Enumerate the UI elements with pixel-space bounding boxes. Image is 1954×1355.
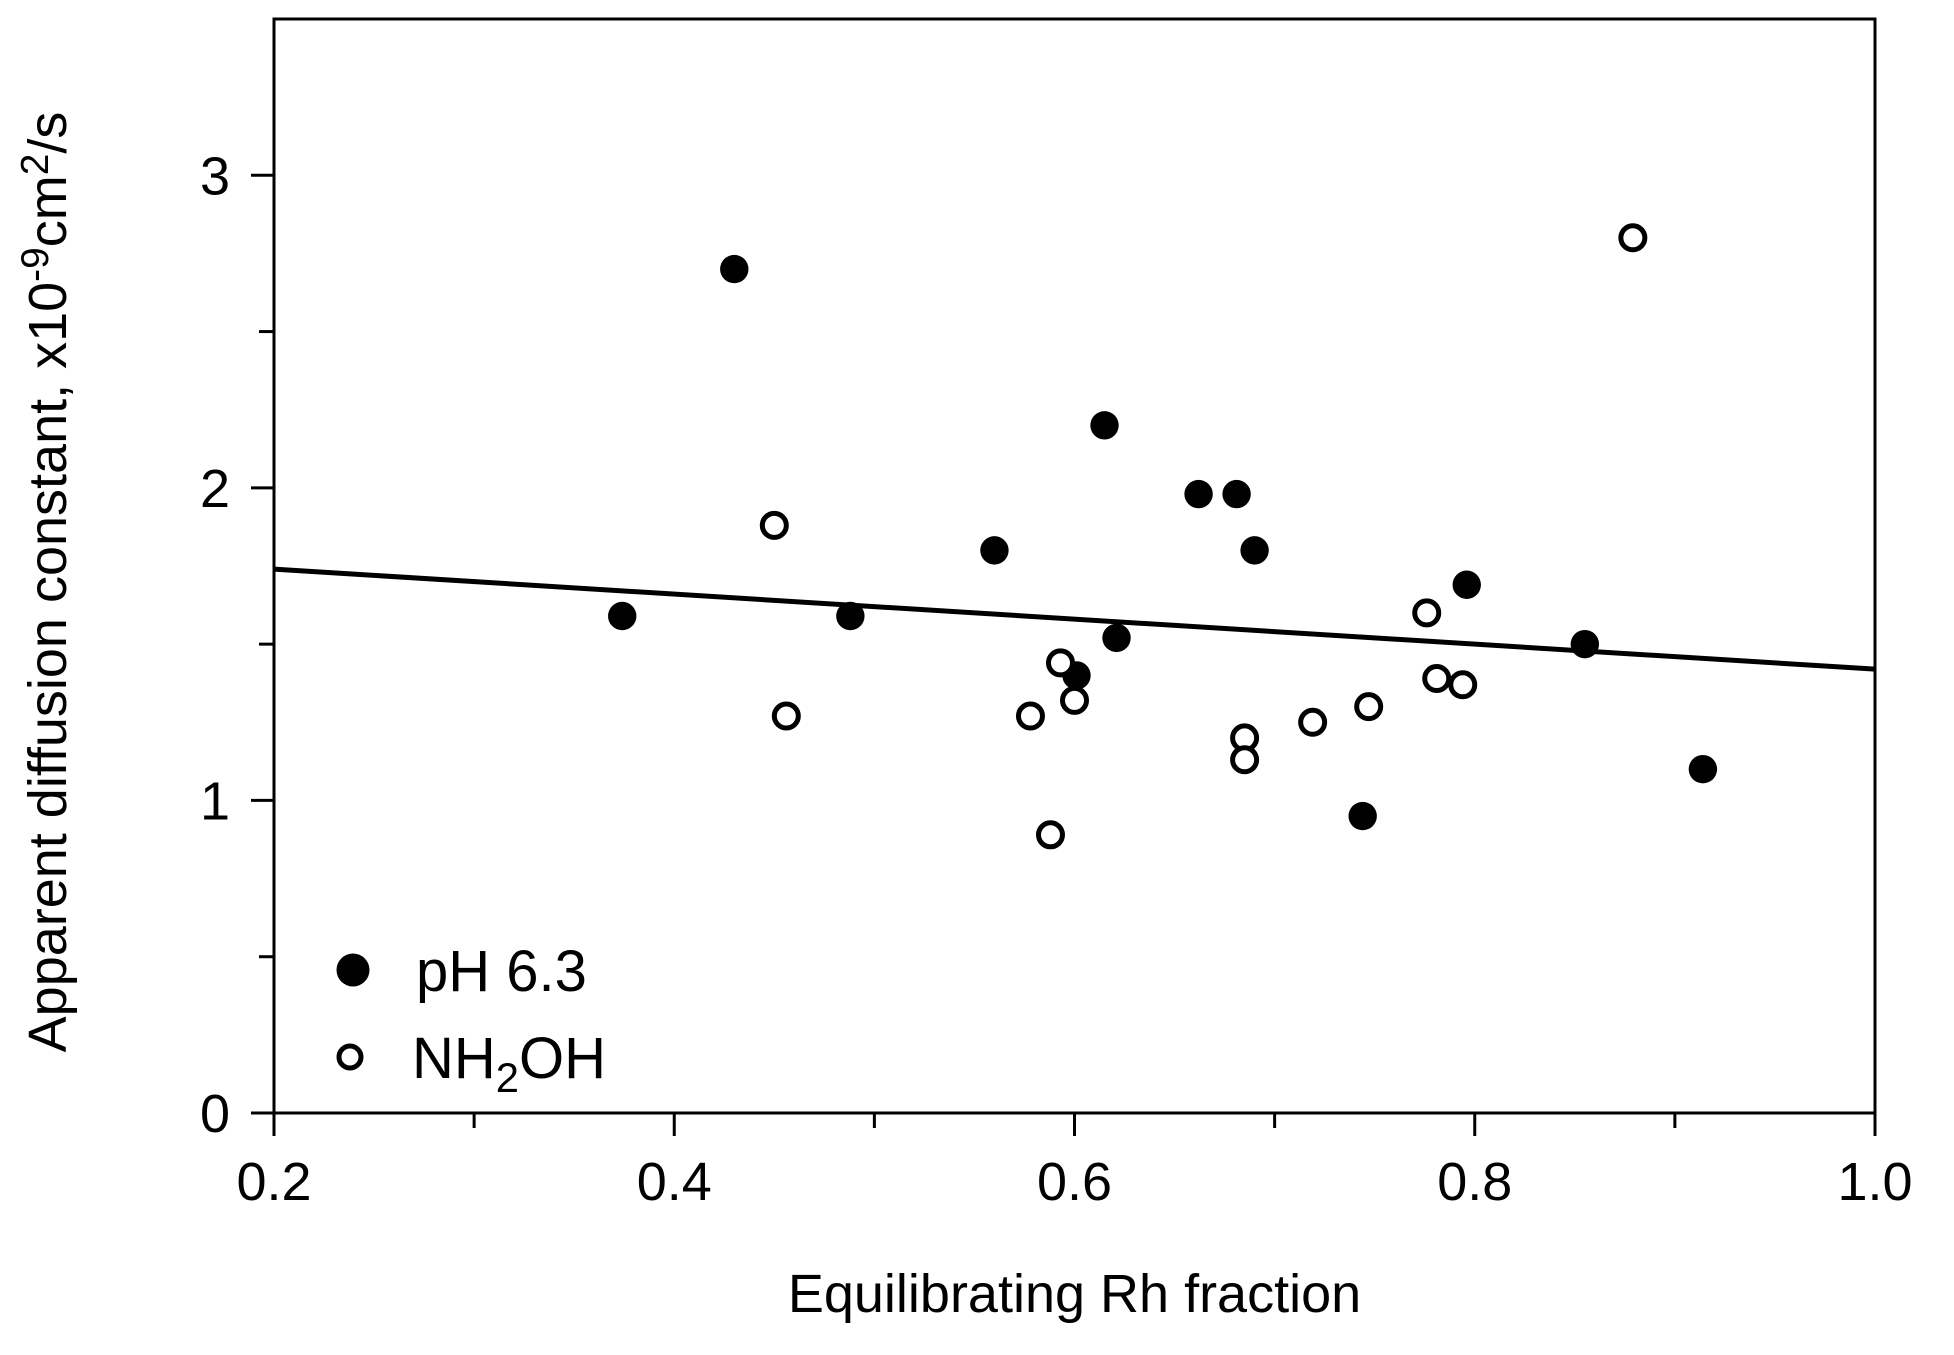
y-axis-tick-label: 2: [200, 459, 230, 519]
data-point-nh2oh: [1045, 648, 1075, 678]
data-point-ph63: [1222, 479, 1251, 509]
data-point-nh2oh: [1230, 745, 1260, 775]
data-point-ph63: [1184, 479, 1213, 509]
x-axis-tick-label: 0.6: [1037, 1152, 1112, 1212]
x-axis-title: Equilibrating Rh fraction: [788, 1264, 1361, 1324]
data-point-ph63: [980, 536, 1009, 565]
data-point-ph63: [1102, 623, 1131, 653]
data-point-nh2oh: [1035, 820, 1065, 850]
x-axis-tick-label: 1.0: [1837, 1152, 1912, 1212]
legend-label-nh2oh: NH2OH: [412, 1026, 606, 1101]
data-point-ph63: [720, 254, 749, 284]
data-point-nh2oh: [759, 510, 789, 540]
legend-label-ph63: pH 6.3: [416, 939, 587, 1004]
legend-marker-ph63: [336, 953, 370, 987]
x-axis-tick-label: 0.8: [1437, 1152, 1512, 1212]
series-nh2oh: [759, 223, 1648, 850]
data-point-ph63: [1348, 801, 1377, 831]
y-axis-tick-label: 1: [200, 771, 230, 831]
data-point-nh2oh: [1422, 664, 1452, 694]
data-point-ph63: [1688, 754, 1718, 784]
data-point-nh2oh: [1015, 701, 1045, 731]
data-point-nh2oh: [1060, 685, 1089, 715]
data-point-ph63: [836, 601, 865, 631]
trend-line: [273, 566, 1876, 672]
data-point-nh2oh: [1448, 670, 1478, 700]
data-point-nh2oh: [1298, 707, 1328, 737]
data-point-nh2oh: [771, 701, 801, 731]
data-point-ph63: [1570, 629, 1600, 659]
data-point-ph63: [1452, 570, 1481, 599]
data-point-nh2oh: [1412, 598, 1442, 628]
data-point-ph63: [1240, 536, 1269, 565]
x-axis-tick-label: 0.2: [236, 1152, 311, 1212]
data-point-nh2oh: [1618, 223, 1648, 253]
legend: pH 6.3 NH2OH: [336, 939, 606, 1101]
data-point-nh2oh: [1354, 692, 1384, 722]
legend-marker-nh2oh: [336, 1043, 364, 1071]
x-axis-tick-label: 0.4: [637, 1152, 712, 1212]
series-ph63: [608, 254, 1718, 831]
data-point-ph63: [1090, 411, 1119, 440]
y-axis-tick-label: 3: [200, 146, 230, 206]
y-axis-tick-label: 0: [200, 1084, 230, 1144]
y-axis-title: Apparent diffusion constant, x10-9cm2/s: [14, 112, 78, 1053]
data-point-ph63: [608, 601, 637, 631]
